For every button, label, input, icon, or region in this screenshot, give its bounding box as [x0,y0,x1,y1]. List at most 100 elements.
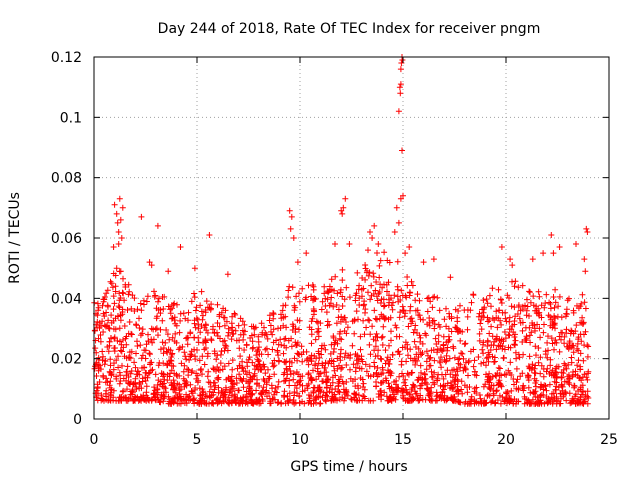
data-point [490,390,497,397]
data-point [384,357,390,364]
data-point [159,294,166,300]
data-point [148,262,155,269]
data-point [155,332,161,339]
data-point [229,357,236,364]
data-point [100,374,107,380]
data-point [529,361,536,368]
data-point [126,354,133,361]
data-point [396,314,403,321]
data-point [209,399,216,406]
data-point [296,351,303,358]
data-point [407,303,414,310]
data-point [392,396,399,403]
data-point [391,379,398,385]
data-point [386,383,393,390]
data-point [214,320,221,326]
data-point [414,395,421,402]
data-point [360,285,367,292]
data-point [298,343,305,350]
data-point [339,364,346,371]
data-point [568,399,575,406]
data-point [535,288,542,295]
data-point [488,342,495,348]
data-point [480,350,487,357]
data-point [98,323,104,329]
data-point [305,361,312,368]
data-point [143,383,150,390]
data-point [164,377,171,384]
data-point [395,298,402,305]
data-point [410,382,417,389]
data-point [454,368,461,375]
data-point [339,277,346,284]
data-point [100,310,107,317]
data-point [552,386,559,393]
data-point [515,284,522,291]
data-point [343,330,350,337]
data-point [174,373,181,379]
data-point [186,357,193,363]
data-point [239,327,246,334]
data-point [367,331,374,338]
data-point [286,283,293,290]
data-point [223,343,230,350]
data-point [553,363,560,370]
data-point [251,331,258,338]
data-point [271,362,278,369]
data-point [540,250,547,257]
data-point [180,368,187,375]
data-point [113,357,120,364]
data-point [160,306,167,312]
data-point [515,398,522,405]
chart-title: Day 244 of 2018, Rate Of TEC Index for r… [158,21,541,37]
data-point [417,349,424,356]
data-point [404,389,411,396]
data-point [528,329,535,336]
data-point [515,385,522,392]
data-point [206,232,213,238]
data-point [252,324,259,331]
data-point [110,306,117,313]
data-point [519,327,526,334]
data-point [537,384,544,391]
data-point [296,326,302,333]
data-point [289,284,296,291]
data-point [493,308,500,315]
data-point [245,380,252,387]
data-point [508,326,515,333]
data-point [431,357,438,364]
data-point [213,356,220,363]
data-point [286,207,293,214]
data-point [337,318,344,325]
data-point [308,318,315,325]
data-point [550,321,557,327]
data-point [440,346,447,352]
data-point [362,306,369,313]
data-point [379,342,386,348]
data-point [414,330,420,336]
data-point [407,307,413,314]
data-point [577,363,584,370]
data-point [318,351,325,358]
data-point [197,367,204,374]
data-point [378,296,385,303]
data-point [167,370,174,377]
data-point [292,399,299,406]
data-point [286,382,293,389]
data-point [196,400,203,407]
data-point [305,370,312,377]
data-point [442,371,449,378]
data-point [405,352,411,359]
data-point [291,400,298,407]
data-point [336,335,343,342]
data-point [97,366,104,373]
data-point [545,333,551,340]
data-point [115,229,122,235]
data-point [409,394,416,401]
data-point [417,392,424,399]
data-point [584,388,591,395]
data-point [471,357,478,364]
data-point [204,353,211,360]
data-point [117,216,124,223]
data-point [106,368,113,375]
